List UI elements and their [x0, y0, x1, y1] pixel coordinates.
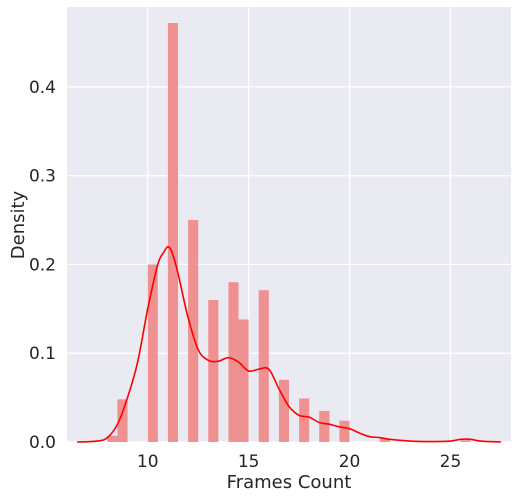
histogram-bar	[278, 379, 289, 442]
kde-curve	[77, 245, 501, 443]
x-axis-label: Frames Count	[227, 472, 352, 493]
histogram-bar	[238, 319, 249, 442]
y-tick-label: 0.3	[29, 167, 56, 187]
y-axis-label: Density	[8, 190, 29, 259]
grid-lines	[67, 7, 511, 443]
histogram-bar	[258, 290, 269, 442]
y-axis-ticks: 0.0 0.1 0.2 0.3 0.4	[29, 78, 56, 453]
histogram-bar	[147, 264, 158, 442]
histogram-bar	[117, 399, 128, 442]
y-tick-label: 0.0	[29, 433, 56, 453]
histogram-bar	[460, 440, 471, 442]
x-tick-label: 15	[238, 452, 260, 472]
x-tick-label: 10	[137, 452, 159, 472]
plot-background	[67, 7, 511, 442]
y-tick-label: 0.1	[29, 344, 56, 364]
histogram-bar	[188, 220, 199, 442]
histogram-bar	[228, 282, 239, 442]
x-axis-ticks: 10 15 20 25	[137, 452, 461, 472]
x-tick-label: 20	[339, 452, 361, 472]
histogram-bar	[299, 398, 310, 442]
histogram-bar	[167, 22, 178, 443]
histogram-bars	[107, 22, 471, 443]
histogram-bar	[339, 420, 350, 442]
y-tick-label: 0.2	[29, 255, 56, 275]
histogram-bar	[107, 435, 118, 442]
y-tick-label: 0.4	[29, 78, 56, 98]
x-tick-label: 25	[440, 452, 462, 472]
histogram-bar	[319, 410, 330, 442]
histogram-bar	[208, 299, 219, 442]
histogram-bar	[379, 438, 390, 442]
